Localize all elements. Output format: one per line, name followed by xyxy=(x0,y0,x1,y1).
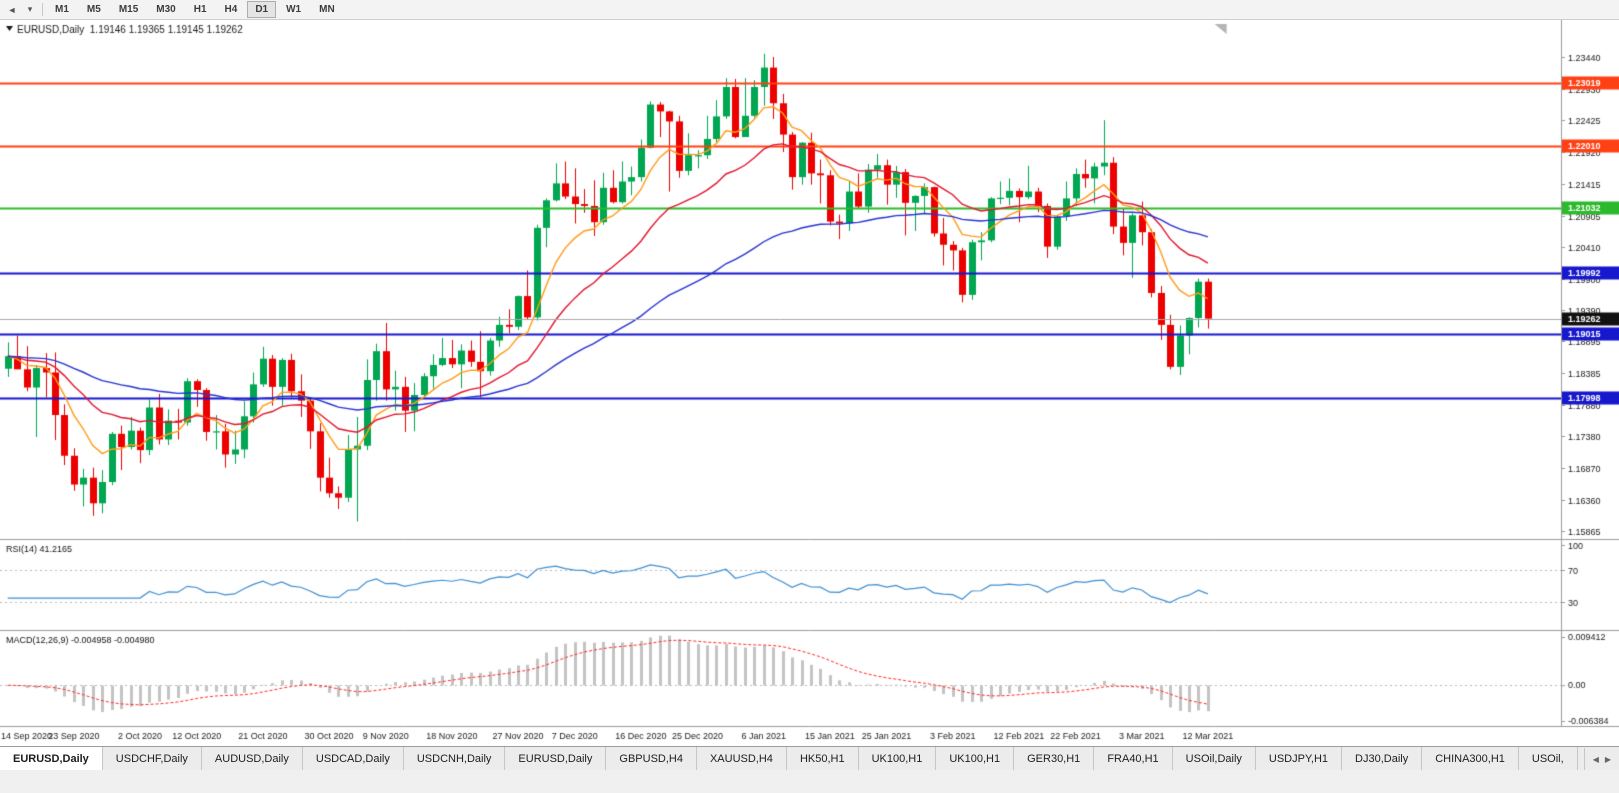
timeframe-button-w1[interactable]: W1 xyxy=(286,4,302,15)
timeframe-button-mn[interactable]: MN xyxy=(319,4,335,15)
chart-tab-usdchf-daily[interactable]: USDCHF,Daily xyxy=(102,747,202,770)
timeframe-buttons: M1 M5 M15 M30 H1 H4 D1 W1 MN xyxy=(46,1,344,18)
chart-tab-audusd-daily[interactable]: AUDUSD,Daily xyxy=(201,747,303,770)
chart-tab-eurusd-daily[interactable]: EURUSD,Daily xyxy=(0,747,103,770)
timeframe-button-h4[interactable]: H4 xyxy=(224,4,238,15)
timeframe-button-m1[interactable]: M1 xyxy=(55,4,69,15)
timeframe-button-m5[interactable]: M5 xyxy=(86,4,101,15)
chart-tab-usoil-daily[interactable]: USOil,Daily xyxy=(1172,747,1256,770)
tabs-scroll-right-icon[interactable]: ▶ xyxy=(1604,754,1611,764)
tabs-scroll-left-icon[interactable]: ◀ xyxy=(1592,754,1599,764)
chart-tab-uk100-h1[interactable]: UK100,H1 xyxy=(858,747,937,770)
timeframe-button-m15[interactable]: M15 xyxy=(118,4,139,15)
chart-tab-ger30-h1[interactable]: GER30,H1 xyxy=(1014,747,1095,770)
toolbar-separator xyxy=(42,3,43,16)
chart-tab-xauusd-h4[interactable]: XAUUSD,H4 xyxy=(696,747,787,770)
chart-tab-usdcad-daily[interactable]: USDCAD,Daily xyxy=(302,747,404,770)
chart-tab-gbpusd-h4[interactable]: GBPUSD,H4 xyxy=(606,747,697,770)
chart-tab-dj30-daily[interactable]: DJ30,Daily xyxy=(1342,747,1423,770)
chart-tab-uk100-h1[interactable]: UK100,H1 xyxy=(936,747,1015,770)
chart-canvas[interactable] xyxy=(0,20,1619,746)
chart-area xyxy=(0,20,1619,746)
timeframe-button-h1[interactable]: H1 xyxy=(193,4,207,15)
chart-tab-hk50-h1[interactable]: HK50,H1 xyxy=(786,747,859,770)
chart-tab-eurusd-daily[interactable]: EURUSD,Daily xyxy=(505,747,607,770)
chart-tab-china300-h1[interactable]: CHINA300,H1 xyxy=(1422,747,1519,770)
timeframe-button-m30[interactable]: M30 xyxy=(156,4,176,15)
tab-scroll-controls: ◀ ▶ xyxy=(1583,748,1619,770)
chart-tab-usdjpy-h1[interactable]: USDJPY,H1 xyxy=(1255,747,1343,770)
chart-tabs-bar: EURUSD,Daily USDCHF,Daily AUDUSD,Daily USDC… xyxy=(0,746,1619,770)
chart-tab-usdcnh-daily[interactable]: USDCNH,Daily xyxy=(403,747,506,770)
chart-list-dropdown-icon[interactable]: ▾ xyxy=(27,4,33,14)
timeframe-button-d1[interactable]: D1 xyxy=(247,1,277,18)
window-bottom-strip xyxy=(0,770,1619,793)
chart-tabs: EURUSD,Daily USDCHF,Daily AUDUSD,Daily USDC… xyxy=(0,747,1581,770)
chart-tab-usoil[interactable]: USOil, xyxy=(1518,747,1578,770)
toolbar: ◄ ▾ M1 M5 M15 M30 H1 H4 D1 W1 MN xyxy=(0,0,1619,20)
toolbar-icons: ◄ ▾ xyxy=(3,4,39,15)
chart-cursor-icon[interactable]: ◄ xyxy=(7,4,17,15)
chart-tab-fra40-h1[interactable]: FRA40,H1 xyxy=(1094,747,1173,770)
